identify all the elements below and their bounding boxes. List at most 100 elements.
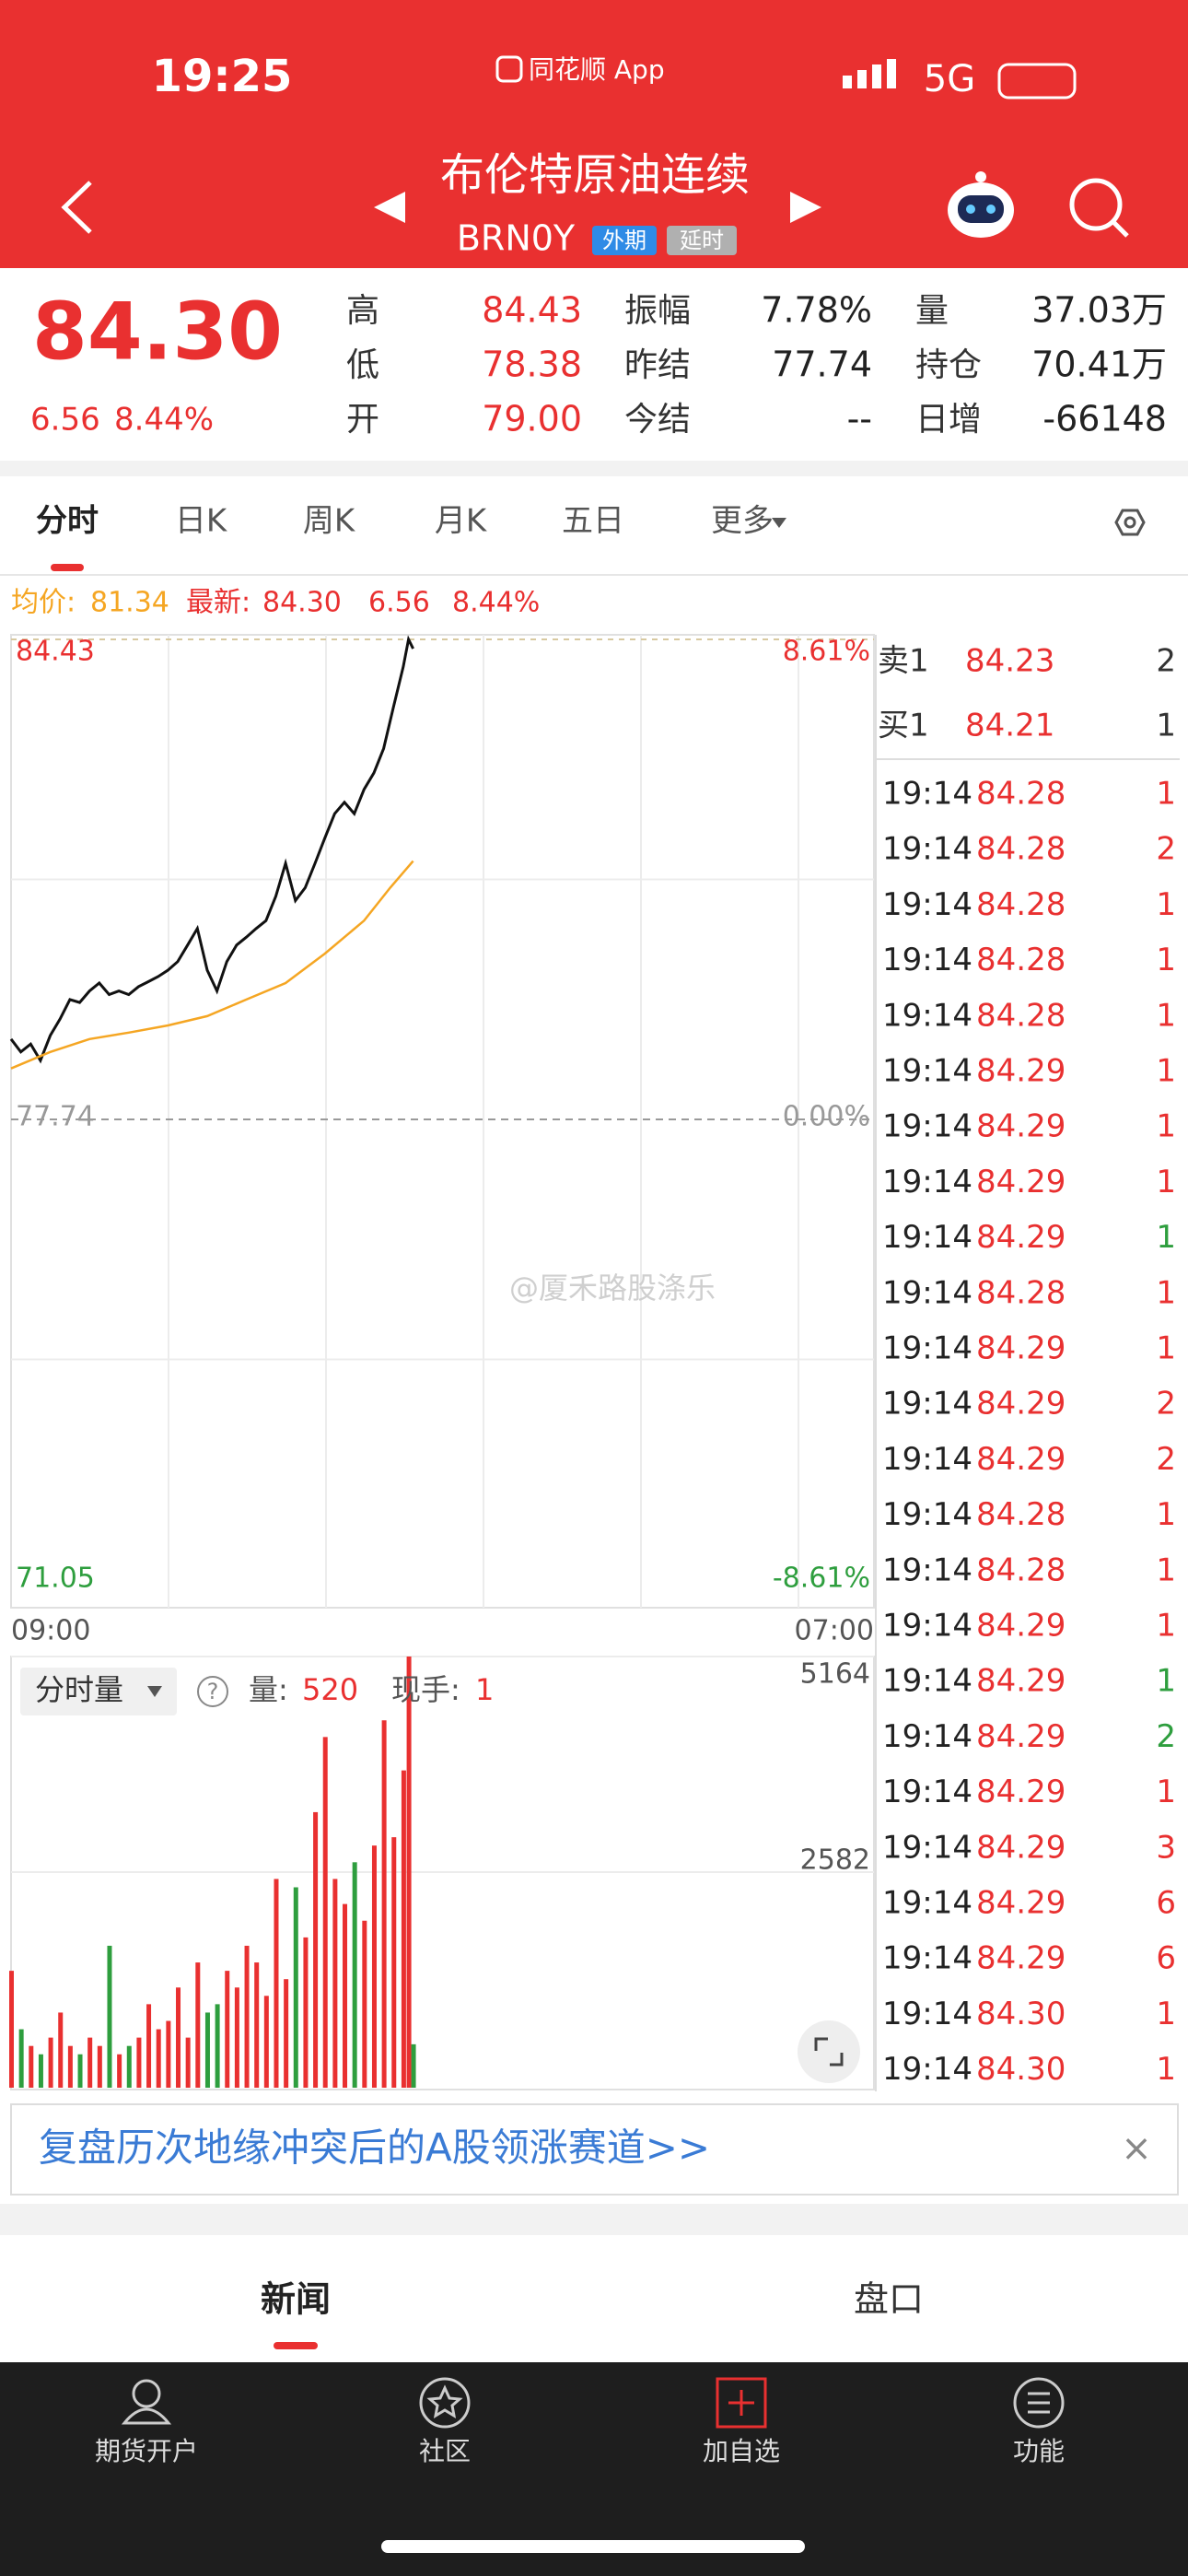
volume-bar <box>87 2037 93 2088</box>
nav-item[interactable]: 功能 <box>1013 2436 1065 2466</box>
volume-bar <box>391 1837 397 2088</box>
last-price: 84.30 <box>32 286 283 378</box>
tab[interactable]: 更多 <box>711 503 774 540</box>
book-vol: 2 <box>1156 643 1176 680</box>
volume-bar <box>195 1962 201 2088</box>
trade-vol: 1 <box>1156 1551 1176 1588</box>
volume-bar <box>401 1770 406 2088</box>
tab-news[interactable]: 新闻 <box>261 2279 331 2320</box>
trade-time: 19:14 <box>882 1219 973 1256</box>
tab[interactable]: 月K <box>435 503 488 540</box>
trade-vol: 2 <box>1156 831 1176 868</box>
trade-time: 19:14 <box>882 1164 973 1200</box>
tab-book[interactable]: 盘口 <box>854 2279 924 2320</box>
trade-price: 84.29 <box>976 1053 1066 1090</box>
price-chart: 84.43 77.74 71.05 8.61% 0.00% -8.61% 09:00 07:0… <box>9 635 874 1647</box>
price-frame <box>10 634 875 1609</box>
selector[interactable]: 分时量 <box>35 1672 123 1707</box>
trade-vol: 1 <box>1156 1330 1176 1367</box>
search-icon[interactable] <box>1069 178 1129 238</box>
stat-value: 84.43 <box>482 290 582 331</box>
trade-time: 19:14 <box>882 886 973 923</box>
banner-text[interactable]: 复盘历次地缘冲突后的A股领涨赛道>> <box>39 2125 710 2171</box>
avg-label: 均价: <box>11 587 76 619</box>
stat-label: 日增 <box>915 401 982 439</box>
help-circle[interactable] <box>197 1676 228 1707</box>
volume-bar <box>313 1811 319 2088</box>
trade-vol: 2 <box>1156 1441 1176 1478</box>
tabs: 分时 日K 周K 月K 五日 更多 <box>36 503 786 540</box>
volume-bar <box>117 2054 122 2088</box>
y2-tick-label: -8.61% <box>773 1563 870 1595</box>
settings-icon[interactable] <box>1114 509 1146 536</box>
banner[interactable] <box>10 2103 1179 2195</box>
trade-price: 84.29 <box>976 1718 1066 1755</box>
change-pct: 8.44% <box>452 587 540 619</box>
vol-label: 量: <box>249 1672 288 1707</box>
next-button[interactable] <box>790 192 821 223</box>
trade-price: 84.29 <box>976 1108 1066 1145</box>
volume-bar <box>176 1987 181 2088</box>
trade-price: 84.30 <box>976 2051 1066 2088</box>
banner-close[interactable]: × <box>1121 2127 1152 2170</box>
trade-price: 84.29 <box>976 1829 1066 1866</box>
title: 布伦特原油连续 <box>440 149 750 201</box>
volume-bar <box>107 1945 112 2088</box>
trade-vol: 1 <box>1156 1274 1176 1311</box>
nav-item[interactable]: 加自选 <box>703 2436 780 2466</box>
y-tick-label: 2582 <box>800 1844 870 1877</box>
volume-bar <box>254 1962 260 2088</box>
trade-vol: 1 <box>1156 776 1176 813</box>
trade-time: 19:14 <box>882 1330 973 1367</box>
nav-item[interactable]: 期货开户 <box>95 2436 198 2466</box>
stat-value: 79.00 <box>482 399 582 439</box>
volume-bar <box>411 2043 416 2088</box>
tab-indicator <box>51 564 84 571</box>
nav-item[interactable]: 社区 <box>419 2436 471 2466</box>
volume-bar <box>303 1937 309 2088</box>
tag-bg <box>592 226 657 255</box>
tab[interactable]: 分时 <box>36 503 99 540</box>
stat-label: 量 <box>915 292 949 330</box>
volume-bar <box>244 1945 250 2088</box>
tab[interactable]: 五日 <box>562 503 624 540</box>
volume-chart: 5164 2582 <box>9 1656 874 2088</box>
trade-time: 19:14 <box>882 1718 973 1755</box>
more-arrow <box>772 518 786 528</box>
trade-time: 19:14 <box>882 776 973 813</box>
prev-button[interactable] <box>374 192 405 223</box>
volume-bar <box>234 1987 239 2088</box>
trade-time: 19:14 <box>882 2051 973 2088</box>
trade-price: 84.28 <box>976 1274 1066 1311</box>
trade-price: 84.29 <box>976 1663 1066 1700</box>
trade-price: 84.29 <box>976 1386 1066 1423</box>
robot-icon[interactable] <box>948 171 1014 238</box>
stat-value: -66148 <box>1042 399 1167 439</box>
trade-price: 84.29 <box>976 1885 1066 1922</box>
book-price: 84.23 <box>965 643 1054 680</box>
trade-price: 84.28 <box>976 1551 1066 1588</box>
trade-time: 19:14 <box>882 831 973 868</box>
tab[interactable]: 日K <box>175 503 228 540</box>
volume-bar <box>67 2045 73 2088</box>
selector-bg[interactable] <box>20 1668 177 1715</box>
expand-button[interactable] <box>798 2020 860 2083</box>
volume-bar <box>77 2054 83 2088</box>
back-button[interactable] <box>61 181 92 234</box>
trade-time: 19:14 <box>882 997 973 1034</box>
change-pct: 8.44% <box>114 402 214 439</box>
tab[interactable]: 周K <box>303 503 356 540</box>
code: BRN0Y <box>457 218 576 259</box>
stat-label: 持仓 <box>915 346 982 384</box>
volume-bar <box>225 1971 230 2088</box>
trade-vol: 1 <box>1156 1053 1176 1090</box>
stat-value: 77.74 <box>772 345 872 385</box>
stat-label: 振幅 <box>624 292 691 330</box>
volume-bar <box>58 2012 64 2088</box>
change: 6.56 <box>30 402 100 439</box>
settings-icon-dot <box>1124 516 1136 529</box>
home-indicator <box>381 2540 805 2553</box>
signal <box>843 59 896 88</box>
help: ? <box>207 1679 219 1704</box>
